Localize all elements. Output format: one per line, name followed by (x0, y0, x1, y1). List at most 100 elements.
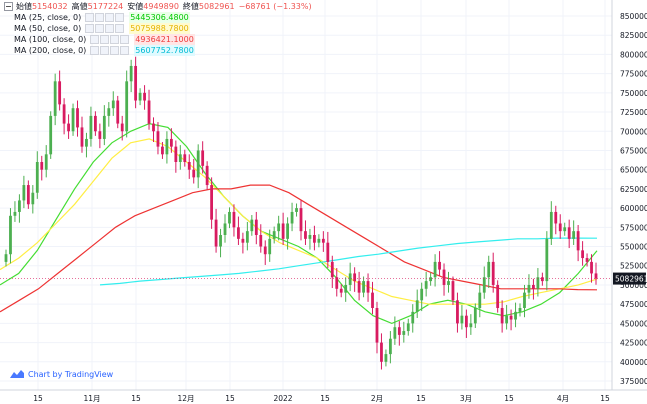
candle-body (505, 315, 509, 324)
candle-body (380, 342, 383, 362)
candle-body (147, 100, 151, 124)
candle-body (362, 281, 365, 293)
y-tick-label: 5500000 (620, 243, 647, 252)
candle-body (330, 261, 334, 278)
candle-body (9, 215, 12, 255)
candle-body (156, 131, 160, 147)
candle-body (442, 269, 446, 285)
candle-body (335, 277, 339, 289)
close-icon[interactable] (110, 46, 120, 55)
settings-icon[interactable] (100, 46, 110, 55)
y-tick-label: 8250000 (620, 31, 647, 40)
indicator-row[interactable]: MA (50, close, 0) 5075988.7800 (4, 23, 316, 34)
eye-icon[interactable] (90, 35, 100, 44)
candle-body (451, 281, 455, 301)
candle-body (169, 138, 173, 147)
more-icon[interactable] (120, 46, 130, 55)
candle-body (80, 127, 84, 147)
more-icon[interactable] (120, 35, 130, 44)
indicator-controls[interactable] (90, 35, 130, 44)
candle-body (232, 211, 236, 228)
candle-body (254, 219, 258, 235)
x-tick-label: 15 (504, 394, 514, 403)
candle-body (187, 162, 191, 170)
last-price-marker: 5082961 (0, 272, 647, 285)
candle-body (250, 219, 254, 232)
candle-body (259, 235, 263, 247)
candle-body (237, 227, 240, 239)
candle-body (304, 231, 307, 239)
candle-body (4, 254, 8, 262)
indicator-row[interactable]: MA (25, close, 0) 5445306.4800 (4, 12, 316, 23)
close-icon[interactable] (105, 13, 115, 22)
close-icon[interactable] (110, 35, 120, 44)
more-icon[interactable] (115, 24, 125, 33)
y-tick-label: 3750000 (620, 377, 647, 386)
candle-body (590, 261, 593, 274)
eye-icon[interactable] (85, 24, 95, 33)
candle-body (353, 273, 357, 282)
y-tick-label: 8000000 (620, 50, 647, 59)
candle-body (344, 284, 348, 293)
eye-icon[interactable] (85, 13, 95, 22)
indicator-controls[interactable] (90, 46, 130, 55)
open-value: 5154032 (32, 2, 68, 11)
candle-body (366, 281, 370, 293)
candle-body (174, 146, 178, 162)
eye-icon[interactable] (90, 46, 100, 55)
tradingview-branding[interactable]: Chart by TradingView (10, 369, 113, 379)
indicator-row[interactable]: MA (200, close, 0) 5607752.7800 (4, 45, 316, 56)
x-tick-label: 15 (131, 394, 141, 403)
indicator-name: MA (100, close, 0) (14, 35, 87, 44)
candle-body (371, 292, 374, 308)
candle-body (241, 238, 245, 243)
settings-icon[interactable] (95, 24, 105, 33)
y-tick-label: 6250000 (620, 185, 647, 194)
candle-body (518, 308, 522, 312)
candle-body (397, 327, 401, 335)
x-tick-label: 15 (225, 394, 235, 403)
candle-body (545, 238, 549, 282)
candle-body (44, 154, 48, 170)
candle-body (62, 104, 66, 124)
moving-average-lines (0, 122, 598, 325)
candle-body (563, 227, 567, 232)
candle-body (523, 292, 526, 308)
candle-body (165, 138, 169, 155)
time-axis: 15 11月 15 12月 15 2022 15 2月 15 3月 15 4月 15 (0, 389, 647, 403)
candle-body (581, 250, 584, 259)
collapse-legend-icon[interactable] (4, 2, 13, 11)
candle-body (290, 211, 294, 224)
candle-body (138, 92, 142, 101)
indicator-row[interactable]: MA (100, close, 0) 4936421.1000 (4, 34, 316, 45)
branding-text: Chart by TradingView (28, 369, 114, 379)
y-tick-label: 6000000 (620, 204, 647, 213)
x-tick-label: 15 (33, 394, 43, 403)
low-label: 安値 (127, 2, 144, 11)
candle-body (594, 273, 598, 279)
candle-body (469, 323, 473, 328)
last-price-label: 5082961 (615, 275, 647, 284)
candle-body (219, 235, 222, 247)
settings-icon[interactable] (100, 35, 110, 44)
candle-body (281, 223, 285, 239)
candle-body (348, 273, 352, 285)
candle-body (473, 308, 477, 324)
candle-body (40, 162, 44, 170)
candle-body (13, 211, 17, 216)
y-tick-label: 6500000 (620, 166, 647, 175)
candle-body (424, 281, 428, 289)
x-tick-label: 11月 (83, 394, 100, 403)
candle-body (58, 81, 62, 105)
close-icon[interactable] (105, 24, 115, 33)
candle-body (49, 115, 53, 155)
settings-icon[interactable] (95, 13, 105, 22)
more-icon[interactable] (115, 13, 125, 22)
candle-body (433, 261, 437, 278)
indicator-controls[interactable] (85, 13, 125, 22)
candle-body (478, 292, 482, 308)
indicator-controls[interactable] (85, 24, 125, 33)
candle-body (384, 354, 388, 362)
price-axis: 3750000 4000000 4250000 4500000 4750000 50000… (611, 0, 647, 390)
